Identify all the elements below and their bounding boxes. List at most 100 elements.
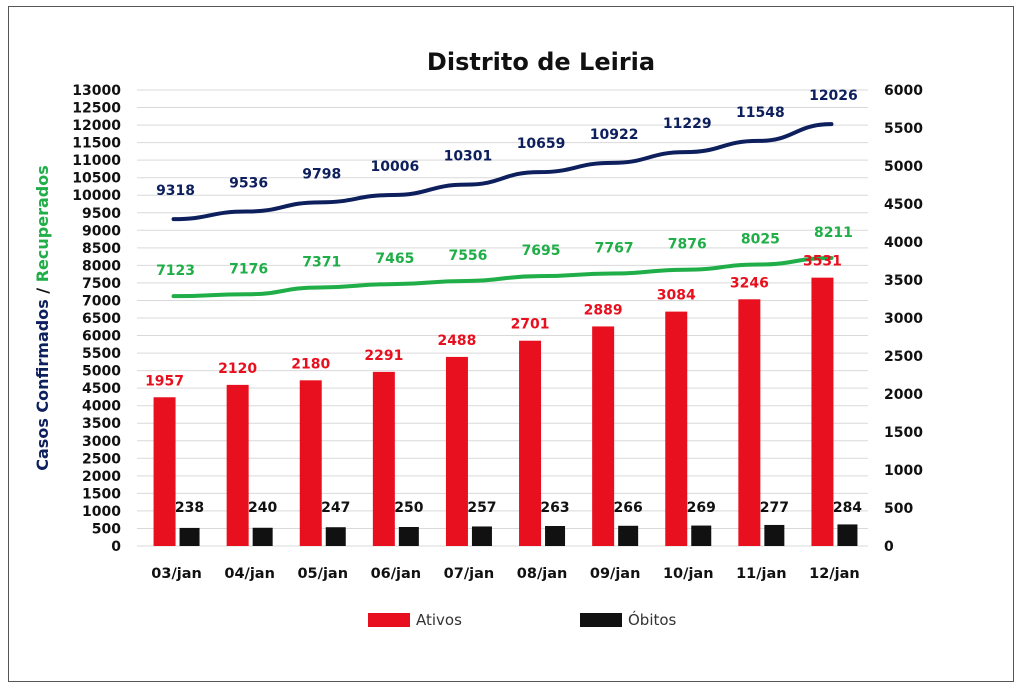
- bar-obitos: [398, 527, 419, 546]
- legend-label-obitos: Óbitos: [628, 610, 677, 629]
- data-label-obitos: 238: [175, 500, 204, 516]
- y-left-tick-label: 6000: [82, 329, 121, 345]
- y-left-tick-label: 1500: [82, 486, 121, 502]
- data-label-recuperados: 7371: [302, 254, 341, 270]
- y-right-tick-label: 5000: [884, 159, 923, 175]
- x-tick-label: 08/jan: [517, 566, 568, 582]
- data-label-recuperados: 7123: [156, 263, 195, 279]
- y-left-tick-label: 9000: [82, 223, 121, 239]
- y-right-tick-label: 500: [884, 501, 913, 517]
- bar-obitos: [545, 526, 566, 546]
- bar-ativos: [299, 380, 322, 546]
- bar-ativos: [738, 299, 761, 546]
- y-right-tick-label: 2500: [884, 349, 923, 365]
- lines-group: [171, 122, 834, 299]
- bar-ativos: [592, 326, 615, 546]
- y-left-tick-label: 13000: [72, 83, 121, 99]
- x-tick-label: 05/jan: [297, 566, 348, 582]
- y-left-tick-label: 10000: [72, 188, 121, 204]
- bar-ativos: [153, 397, 176, 546]
- data-label-obitos: 263: [540, 500, 569, 516]
- data-label-ativos: 2488: [437, 333, 476, 349]
- data-label-recuperados: 7176: [229, 261, 268, 277]
- data-label-confirmados: 11229: [663, 116, 712, 132]
- data-label-ativos: 3084: [657, 288, 696, 304]
- legend: Ativos Óbitos: [368, 610, 677, 629]
- line-recuperados: [171, 255, 834, 299]
- y-left-tick-label: 2000: [82, 469, 121, 485]
- y-left-tick-label: 3500: [82, 416, 121, 432]
- y-right-tick-label: 6000: [884, 83, 923, 99]
- x-tick-label: 07/jan: [444, 566, 495, 582]
- y-left-tick-label: 500: [92, 521, 121, 537]
- y-left-tick-label: 0: [111, 539, 121, 555]
- x-tick-label: 06/jan: [371, 566, 422, 582]
- data-label-ativos: 3531: [803, 254, 842, 270]
- y-left-tick-label: 12000: [72, 118, 121, 134]
- y-left-tick-label: 3000: [82, 434, 121, 450]
- y-left-tick-label: 7000: [82, 293, 121, 309]
- y-axis-right: 0 500 1000 1500 2000 2500 3000 3500 4000 4500 5000…: [884, 83, 923, 555]
- y-right-tick-label: 1500: [884, 425, 923, 441]
- bar-obitos: [837, 524, 858, 546]
- y-title-recuperados: Recuperados: [33, 165, 52, 282]
- y-left-tick-label: 5000: [82, 364, 121, 380]
- legend-swatch-obitos: [580, 613, 622, 627]
- data-label-ativos: 2291: [364, 348, 403, 364]
- data-label-confirmados: 10301: [444, 149, 493, 165]
- y-right-tick-label: 3500: [884, 273, 923, 289]
- y-title-confirmados: Casos Confirmados: [33, 299, 52, 470]
- y-left-tick-label: 5500: [82, 346, 121, 362]
- bar-ativos: [519, 340, 542, 546]
- data-label-obitos: 277: [760, 500, 789, 516]
- y-left-tick-label: 2500: [82, 451, 121, 467]
- data-labels-group: 1957 2120 2180 2291 2488 2701 2889 3084 3246 3531…: [145, 88, 862, 516]
- data-label-confirmados: 12026: [809, 88, 858, 104]
- data-label-confirmados: 10006: [370, 159, 419, 175]
- data-label-ativos: 2701: [511, 317, 550, 333]
- bar-obitos: [325, 527, 346, 546]
- data-label-recuperados: 7767: [595, 241, 634, 257]
- data-label-recuperados: 8211: [814, 225, 853, 241]
- data-label-recuperados: 7695: [522, 243, 561, 259]
- legend-label-ativos: Ativos: [416, 611, 462, 629]
- bar-ativos: [226, 384, 249, 546]
- x-tick-label: 11/jan: [736, 566, 787, 582]
- bar-ativos: [665, 311, 688, 546]
- data-label-obitos: 257: [467, 500, 496, 516]
- x-tick-label: 09/jan: [590, 566, 641, 582]
- y-left-tick-label: 8500: [82, 241, 121, 257]
- y-right-tick-label: 4500: [884, 197, 923, 213]
- x-tick-label: 12/jan: [809, 566, 860, 582]
- data-label-recuperados: 7465: [375, 251, 414, 267]
- data-label-confirmados: 9318: [156, 183, 195, 199]
- bars-group: [153, 277, 858, 546]
- data-label-recuperados: 8025: [741, 232, 780, 248]
- y-left-tick-label: 12500: [72, 101, 121, 117]
- bar-obitos: [618, 525, 639, 546]
- y-right-tick-label: 4000: [884, 235, 923, 251]
- y-left-tick-label: 1000: [82, 504, 121, 520]
- y-left-tick-label: 9500: [82, 206, 121, 222]
- y-left-tick-label: 6500: [82, 311, 121, 327]
- data-label-ativos: 1957: [145, 373, 184, 389]
- x-tick-label: 04/jan: [224, 566, 275, 582]
- y-left-tick-label: 10500: [72, 171, 121, 187]
- legend-swatch-ativos: [368, 613, 410, 627]
- y-right-tick-label: 2000: [884, 387, 923, 403]
- chart-title: Distrito de Leiria: [427, 48, 655, 76]
- x-axis: 03/jan 04/jan 05/jan 06/jan 07/jan 08/jan 09/j…: [151, 566, 859, 582]
- x-tick-label: 10/jan: [663, 566, 714, 582]
- y-left-tick-label: 11000: [72, 153, 121, 169]
- y-left-tick-label: 11500: [72, 136, 121, 152]
- x-tick-label: 03/jan: [151, 566, 202, 582]
- data-label-ativos: 3246: [730, 275, 769, 291]
- data-label-ativos: 2889: [584, 302, 623, 318]
- y-left-tick-label: 4000: [82, 399, 121, 415]
- y-title-separator: /: [33, 282, 52, 299]
- data-label-confirmados: 10659: [517, 136, 566, 152]
- bar-obitos: [471, 526, 492, 546]
- bar-obitos: [764, 524, 785, 546]
